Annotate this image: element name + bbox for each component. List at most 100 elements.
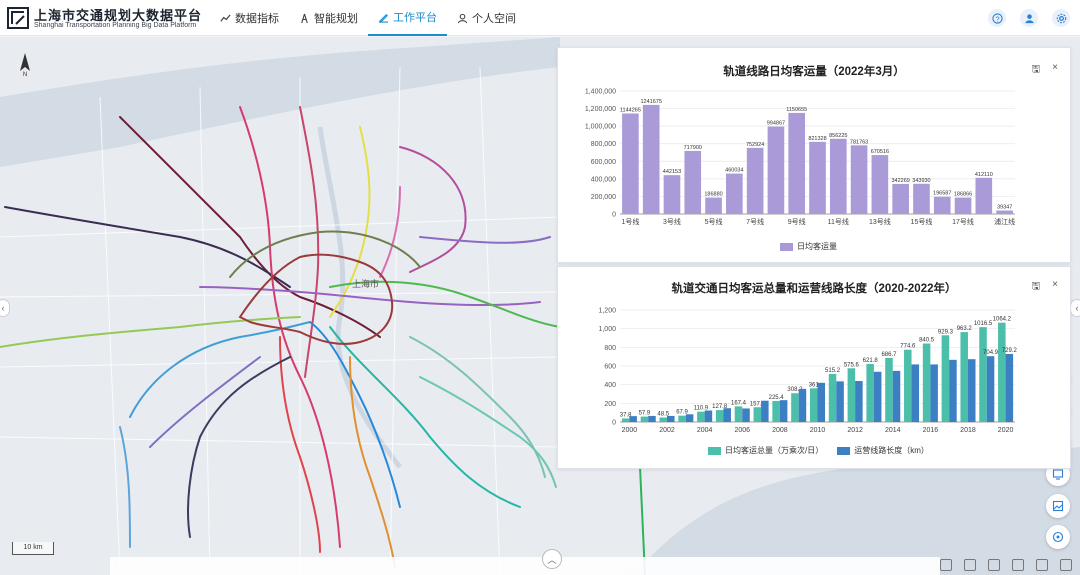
data-label: 621.8 [863, 358, 879, 364]
bar [726, 173, 743, 214]
bar [642, 104, 660, 214]
data-label: 1150655 [786, 107, 807, 113]
data-label: 186880 [704, 192, 722, 198]
x-tick-label: 2008 [772, 427, 788, 434]
search-icon[interactable] [1060, 559, 1072, 571]
data-label: 729.2 [1002, 348, 1018, 354]
close-icon[interactable]: × [1052, 279, 1058, 290]
yangtze-river [0, 37, 560, 167]
right-expand-button[interactable]: ‹ [1070, 299, 1080, 317]
delete-icon[interactable] [988, 559, 1000, 571]
bar [871, 155, 889, 214]
bar [979, 327, 987, 422]
nav-item-personal-space[interactable]: 个人空间 [447, 0, 526, 36]
y-tick-label: 800 [604, 345, 616, 352]
main-nav: 数据指标 智能规划 工作平台 个人空间 [210, 0, 526, 36]
legend-item: 日均客运总量（万乘次/日） [708, 445, 823, 456]
chart-panel-line-ridership: 轨道线路日均客运量（2022年3月） 🖫 × 0 200,000 400,000 60… [557, 47, 1071, 263]
x-tick-label: 2002 [659, 427, 675, 434]
chart-legend: 日均客运总量（万乘次/日） 运营线路长度（km） [708, 445, 929, 456]
data-label: 994867 [767, 121, 785, 127]
bar [761, 400, 769, 422]
bottom-toolbar [940, 559, 1072, 571]
data-label: 1016.5 [974, 321, 993, 327]
bar [788, 112, 806, 214]
nav-item-work-platform[interactable]: 工作平台 [368, 0, 447, 36]
bar [913, 183, 930, 214]
data-label: 840.5 [919, 338, 935, 344]
bar [734, 406, 743, 422]
y-tick-label: 600,000 [591, 159, 616, 166]
y-tick-label: 1,200,000 [585, 106, 616, 113]
x-tick-label: 1号线 [621, 217, 639, 226]
nav-label: 数据指标 [235, 13, 279, 25]
north-arrow-icon: N [20, 53, 30, 77]
bar [892, 370, 901, 422]
nav-label: 个人空间 [472, 13, 516, 25]
bar [746, 147, 764, 214]
x-tick-label: 13号线 [869, 217, 891, 226]
data-label: 127.8 [712, 404, 728, 410]
close-icon[interactable]: × [1052, 62, 1058, 73]
target-button[interactable] [1046, 525, 1070, 549]
data-label: 774.6 [900, 344, 916, 350]
fullscreen-icon[interactable] [1012, 559, 1024, 571]
save-icon[interactable]: 🖫 [1031, 281, 1041, 292]
y-tick-label: 0 [612, 212, 616, 219]
svg-text:?: ? [995, 14, 999, 23]
data-label: 752924 [746, 142, 764, 148]
data-label: 67.9 [676, 410, 688, 416]
y-tick-label: 600 [604, 364, 616, 371]
bar [829, 138, 847, 214]
data-label: 225.4 [769, 395, 785, 401]
window-icon[interactable] [1036, 559, 1048, 571]
legend-label: 日均客运量 [797, 242, 837, 251]
save-icon[interactable]: 🖫 [1031, 64, 1041, 75]
y-tick-label: 400,000 [591, 176, 616, 183]
bar [684, 150, 702, 214]
nav-item-smart-planning[interactable]: 智能规划 [289, 0, 368, 36]
metro-lines [0, 106, 561, 568]
x-tick-label: 15号线 [911, 217, 933, 226]
bar [828, 373, 837, 422]
data-label: 37.8 [620, 412, 632, 418]
user-icon [1024, 13, 1034, 23]
bar [678, 415, 686, 422]
x-tick-label: 2016 [923, 427, 939, 434]
data-label: 929.3 [938, 329, 954, 335]
ridership-bar-chart: 0 200,000 400,000 600,000 800,000 1,000,000 1,… [585, 89, 1015, 227]
bar [873, 371, 882, 422]
x-tick-label: 3号线 [663, 217, 681, 226]
nav-item-data-indicators[interactable]: 数据指标 [210, 0, 289, 36]
bar [892, 183, 909, 214]
screen-icon [1052, 469, 1064, 480]
data-label: 157.9 [750, 401, 766, 407]
settings-button[interactable] [1052, 9, 1070, 27]
image-button[interactable] [1046, 494, 1070, 518]
bar [767, 126, 785, 214]
bar [621, 418, 630, 422]
refresh-icon[interactable] [964, 559, 976, 571]
y-tick-label: 1,200 [598, 308, 616, 315]
left-expand-button[interactable]: ‹ [0, 299, 10, 317]
bar [667, 415, 675, 422]
data-label: 48.5 [657, 411, 669, 417]
panel-tools: 🖫 × [1032, 279, 1058, 296]
collapse-button[interactable]: ︿ [542, 549, 562, 569]
select-icon[interactable] [940, 559, 952, 571]
bottom-bar [110, 557, 940, 575]
help-button[interactable]: ? [988, 9, 1006, 27]
legend-swatch [708, 446, 721, 455]
data-label: 39347 [997, 205, 1012, 211]
panel-tools: 🖫 × [1032, 62, 1058, 79]
account-button[interactable] [1020, 9, 1038, 27]
bar [809, 141, 826, 214]
x-tick-label: 2012 [847, 427, 863, 434]
bar [960, 332, 968, 422]
city-label: 上海市 [352, 278, 379, 289]
bar [949, 359, 957, 422]
bar [847, 368, 856, 422]
bar [715, 410, 724, 422]
panel-title: 轨道线路日均客运量（2022年3月） [723, 66, 905, 78]
pen-icon [378, 13, 389, 23]
